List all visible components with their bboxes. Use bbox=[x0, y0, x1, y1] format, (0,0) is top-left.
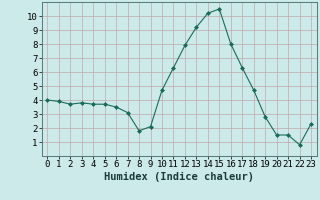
X-axis label: Humidex (Indice chaleur): Humidex (Indice chaleur) bbox=[104, 172, 254, 182]
